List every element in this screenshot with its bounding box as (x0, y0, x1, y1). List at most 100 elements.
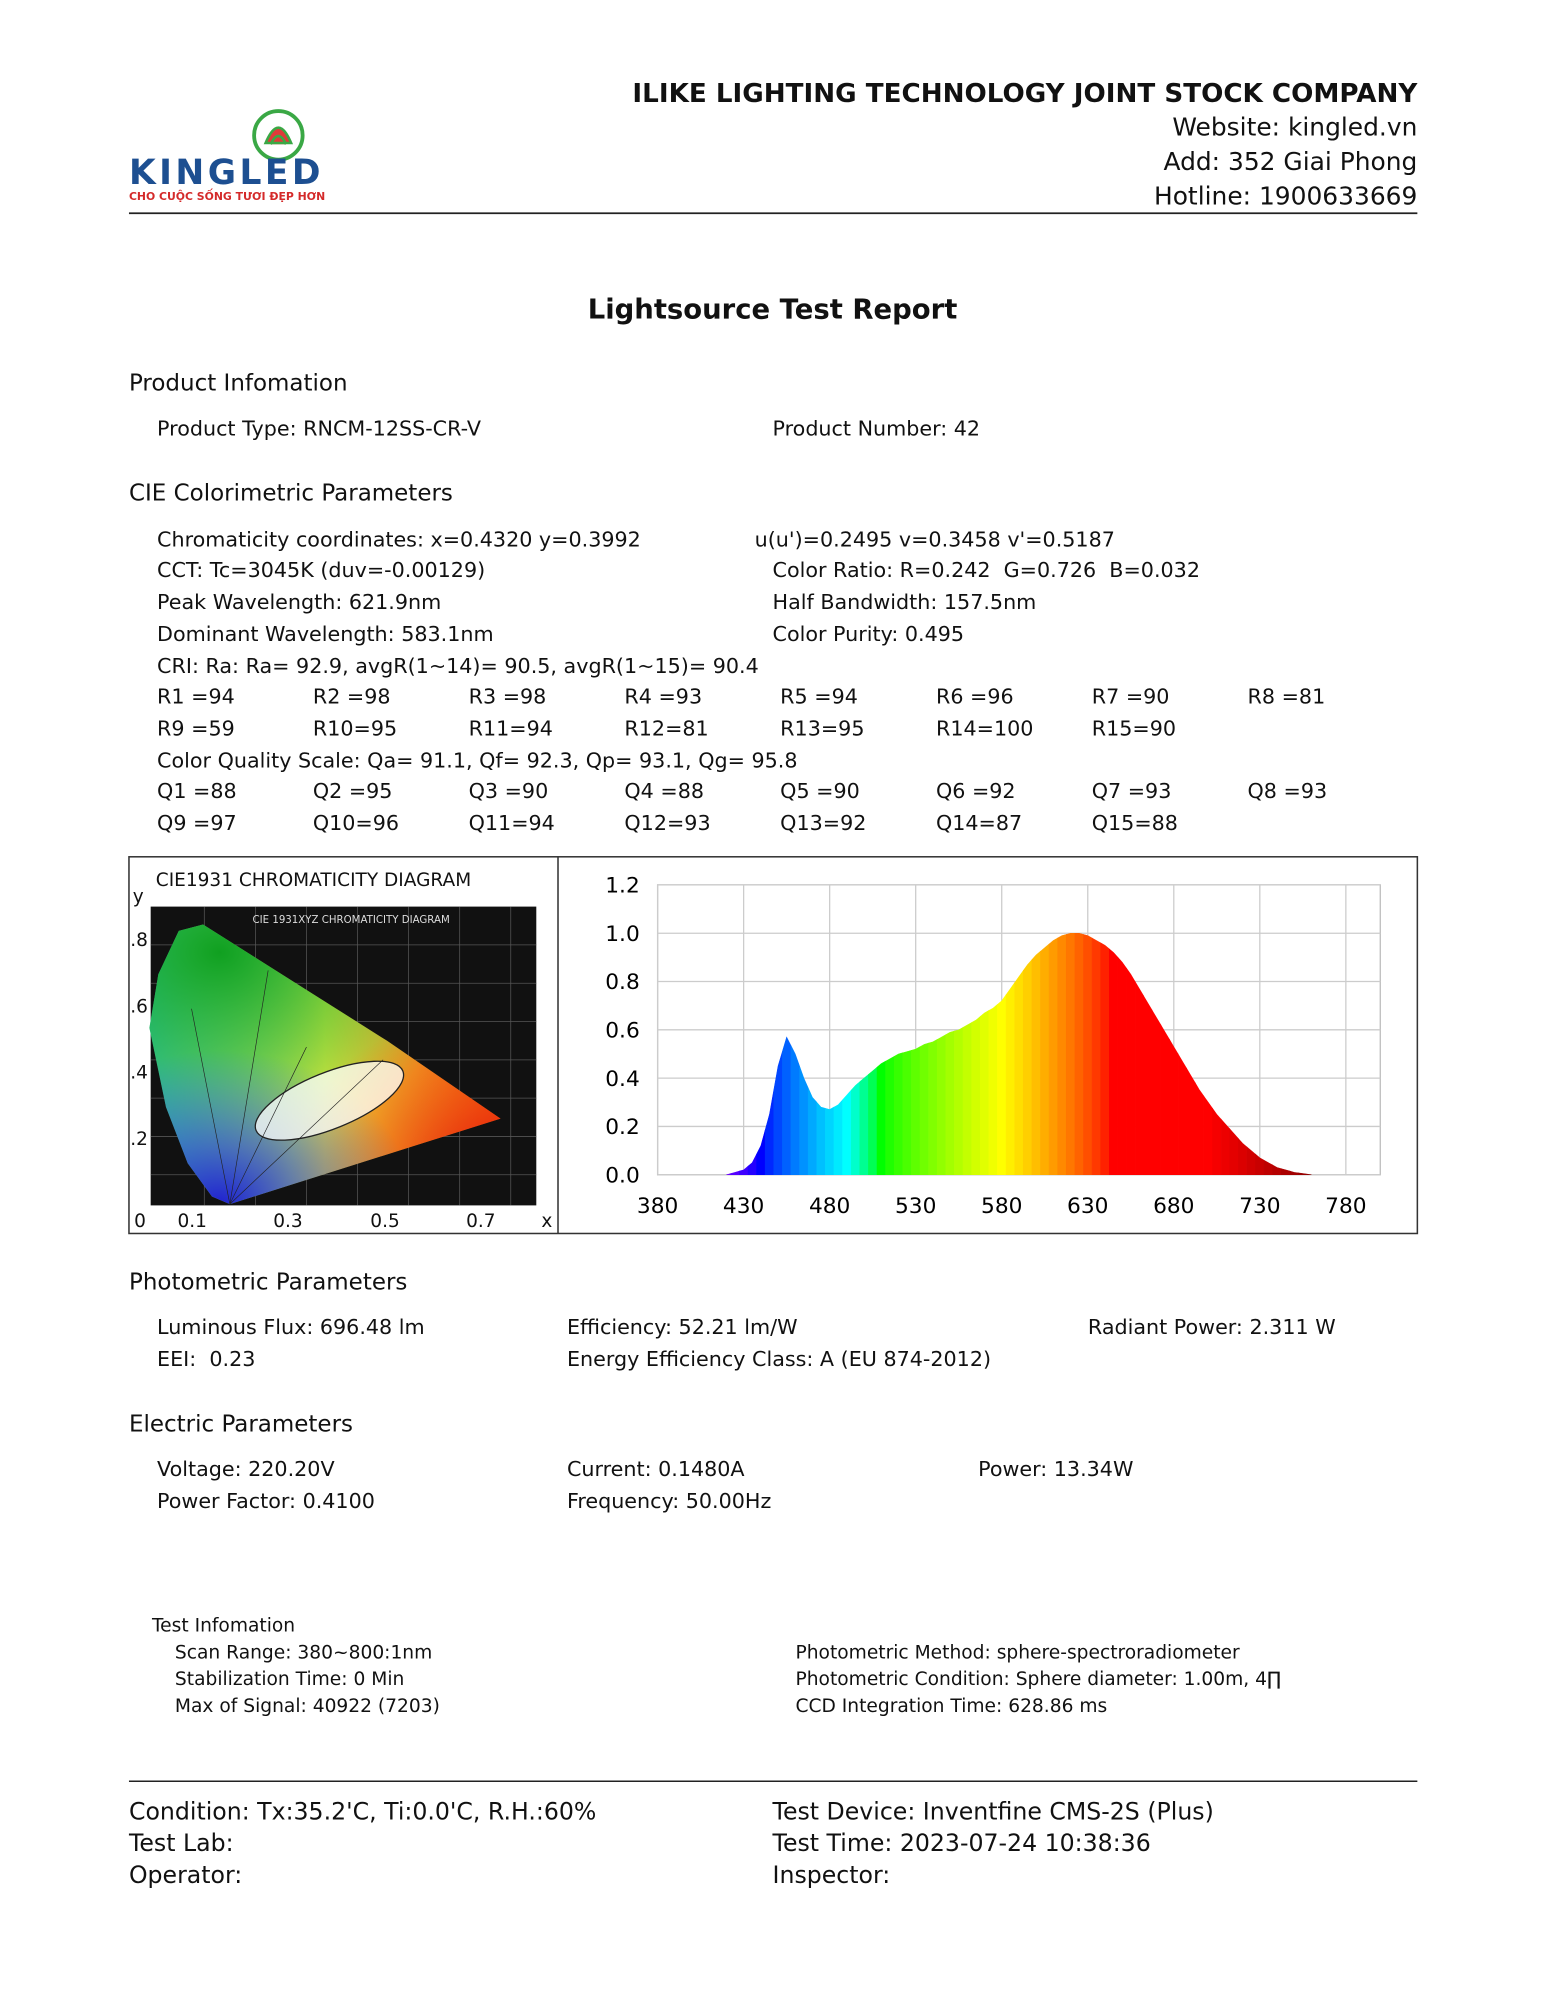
y-tick-label: 0.2 (605, 1115, 640, 1140)
spectrum-band (1065, 932, 1076, 1176)
spectrum-band (902, 1050, 912, 1176)
q-value: Q12=93 (624, 810, 711, 835)
spectrum-band (868, 1066, 878, 1176)
spectrum-band (833, 1099, 843, 1176)
parameter: Chromaticity coordinates: x=0.4320 y=0.3… (157, 527, 641, 552)
y-tick-label: .4 (130, 1063, 148, 1084)
test-info: Photometric Method: sphere-spectroradiom… (795, 1641, 1240, 1664)
parameter: Color Purity: 0.495 (772, 621, 965, 646)
spectrum-band (1126, 967, 1136, 1176)
x-tick-label: 680 (1153, 1194, 1194, 1219)
x-tick-label: 430 (723, 1194, 764, 1219)
report-title: Lightsource Test Report (587, 294, 958, 326)
y-tick-label: 0.0 (605, 1163, 640, 1188)
spectrum-band (1152, 1009, 1162, 1176)
y-tick-label: .6 (130, 996, 148, 1018)
spectrum-band (816, 1101, 826, 1176)
spectrum-band (1143, 995, 1153, 1176)
q-value: Q9 =97 (157, 810, 237, 835)
x-tick-label: 480 (809, 1194, 850, 1219)
footer-field: Inspector: (772, 1862, 891, 1890)
x-tick-label: 0.1 (177, 1211, 207, 1232)
spectrum-band (971, 1015, 981, 1176)
r-value: R3 =98 (468, 684, 547, 709)
spectrum-band (739, 1165, 749, 1176)
parameter: Efficiency: 52.21 lm/W (566, 1315, 798, 1340)
spectrum-band (1203, 1095, 1213, 1176)
parameter: Power Factor: 0.4100 (157, 1488, 375, 1513)
q-value: Q4 =88 (624, 778, 705, 804)
spectrum-band (962, 1022, 972, 1176)
spectrum-chart: 0.0 0.2 0.4 0.6 0.8 1.0 1.2 380 430 480 530 580 630 6… (605, 874, 1381, 1219)
spectrum-band (1048, 937, 1058, 1176)
logo-tagline: CHO CUỘC SỐNG TƯƠI ĐẸP HƠN (128, 191, 326, 204)
q-value: Q13=92 (780, 810, 867, 835)
hotline: Hotline: 1900633669 (1153, 181, 1418, 212)
footer-field: Test Time: 2023-07-24 10:38:36 (772, 1830, 1151, 1858)
r-value: R9 =59 (157, 716, 235, 741)
parameter: Radiant Power: 2.311 W (1087, 1315, 1336, 1340)
y-tick-label: 1.0 (605, 922, 640, 947)
y-tick-label: 1.2 (605, 874, 640, 899)
x-tick-label: 0.7 (466, 1211, 496, 1232)
product-number: Product Number: 42 (772, 416, 981, 441)
section-heading: Photometric Parameters (128, 1269, 408, 1297)
spectrum-band (945, 1030, 955, 1176)
spectrum-band (885, 1055, 895, 1176)
spectrum-band (1134, 980, 1144, 1176)
r-value: R1 =94 (157, 684, 235, 709)
spectrum-band (1229, 1128, 1239, 1176)
spectrum-band (1298, 1172, 1308, 1176)
spectrum-band (790, 1045, 800, 1176)
x-tick-label: 530 (895, 1194, 936, 1219)
spectrum-band (1074, 932, 1084, 1176)
spectrum-band (928, 1039, 938, 1176)
spectrum-band (825, 1106, 835, 1176)
spectrum-band (876, 1060, 886, 1176)
logo-icon (252, 109, 305, 162)
q-value: Q5 =90 (780, 778, 860, 804)
spectrum-band (1255, 1153, 1265, 1176)
spectrum-band (764, 1090, 775, 1176)
axis-label: y (132, 887, 144, 908)
q-value: Q14=87 (935, 810, 1023, 835)
section-heading: Electric Parameters (128, 1410, 354, 1438)
diagram-image-title: CIE 1931XYZ CHROMATICITY DIAGRAM (253, 915, 450, 926)
x-tick-label: 0 (134, 1211, 146, 1232)
spectrum-band (911, 1046, 921, 1176)
y-tick-label: .8 (130, 930, 148, 951)
x-tick-label: 380 (637, 1194, 678, 1219)
spectrum-band (859, 1073, 869, 1176)
x-tick-label: 630 (1067, 1194, 1108, 1219)
r-value: R4 =93 (624, 684, 703, 709)
x-tick-label: 0.5 (370, 1211, 400, 1232)
spectrum-band (842, 1089, 852, 1176)
test-info: Stabilization Time: 0 Min (174, 1668, 405, 1691)
spectrum-band (799, 1065, 809, 1176)
r-value: R11=94 (468, 716, 553, 741)
x-tick-label: 580 (981, 1194, 1022, 1219)
r-value: R13=95 (780, 716, 865, 741)
section-heading: Test Infomation (151, 1614, 296, 1637)
spectrum-band (1195, 1082, 1205, 1176)
spectrum-band (1031, 950, 1041, 1176)
spectrum-band (979, 1010, 990, 1176)
parameter: Dominant Wavelength: 583.1nm (157, 621, 494, 646)
y-tick-label: 0.6 (605, 1018, 640, 1043)
y-tick-label: 0.4 (605, 1067, 640, 1092)
spectrum-band (1177, 1053, 1187, 1176)
spectrum-band (1160, 1024, 1170, 1176)
parameter: Peak Wavelength: 621.9nm (157, 589, 442, 615)
spectrum-band (919, 1042, 929, 1176)
q-value: Q6 =92 (935, 778, 1016, 804)
spectrum-band (1212, 1107, 1222, 1176)
spectrum-band (1057, 934, 1067, 1176)
spectrum-band (773, 1051, 783, 1176)
q-value: Q7 =93 (1091, 778, 1172, 804)
r-value: R5 =94 (780, 684, 858, 709)
parameter: Half Bandwidth: 157.5nm (772, 589, 1037, 615)
chart-frame (128, 856, 1419, 1235)
y-tick-label: .2 (130, 1129, 148, 1151)
r-value: R15=90 (1091, 716, 1177, 741)
